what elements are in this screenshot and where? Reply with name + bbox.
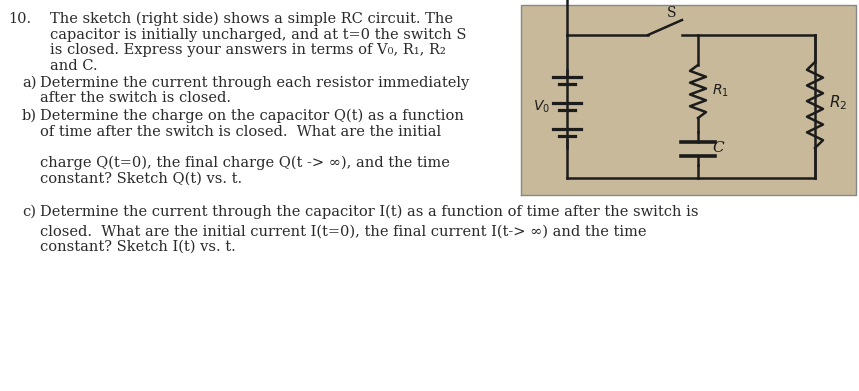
Text: Determine the charge on the capacitor Q(t) as a function: Determine the charge on the capacitor Q(…: [40, 109, 464, 124]
Text: and C.: and C.: [50, 59, 98, 72]
Text: is closed. Express your answers in terms of V₀, R₁, R₂: is closed. Express your answers in terms…: [50, 43, 446, 57]
Text: of time after the switch is closed.  What are the initial: of time after the switch is closed. What…: [40, 124, 442, 138]
Text: constant? Sketch Q(t) vs. t.: constant? Sketch Q(t) vs. t.: [40, 172, 242, 185]
Text: S: S: [667, 6, 677, 20]
Text: b): b): [22, 109, 37, 123]
Text: constant? Sketch I(t) vs. t.: constant? Sketch I(t) vs. t.: [40, 240, 235, 254]
Text: Determine the current through each resistor immediately: Determine the current through each resis…: [40, 76, 469, 90]
Text: The sketch (right side) shows a simple RC circuit. The: The sketch (right side) shows a simple R…: [50, 12, 453, 26]
Bar: [521, 5, 856, 195]
Text: a): a): [22, 76, 36, 90]
Text: $R_2$: $R_2$: [829, 94, 847, 112]
Text: $R_1$: $R_1$: [712, 83, 729, 99]
Text: Determine the current through the capacitor I(t) as a function of time after the: Determine the current through the capaci…: [40, 205, 698, 219]
Text: c): c): [22, 205, 36, 219]
Text: 10.: 10.: [8, 12, 31, 26]
Text: C: C: [712, 141, 723, 155]
Text: $V_0$: $V_0$: [533, 99, 550, 115]
Text: charge Q(t=0), the final charge Q(t -> ∞), and the time: charge Q(t=0), the final charge Q(t -> ∞…: [40, 156, 450, 170]
Text: capacitor is initially uncharged, and at t=0 the switch S: capacitor is initially uncharged, and at…: [50, 27, 466, 41]
Text: closed.  What are the initial current I(t=0), the final current I(t-> ∞) and the: closed. What are the initial current I(t…: [40, 224, 647, 239]
Text: after the switch is closed.: after the switch is closed.: [40, 91, 231, 106]
